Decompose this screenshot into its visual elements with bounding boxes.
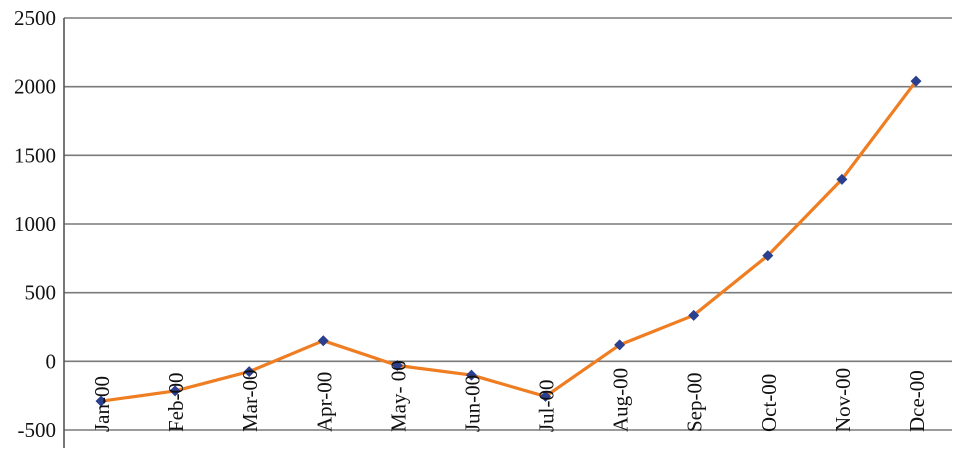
y-tick-label: 2000 <box>14 75 56 99</box>
y-tick-label: 1500 <box>14 143 56 167</box>
series-line <box>99 79 918 403</box>
series <box>99 79 918 403</box>
x-category-label: Aug-00 <box>609 368 633 432</box>
x-category-label: Jan-00 <box>90 376 114 432</box>
y-tick-label: -500 <box>18 418 57 442</box>
y-tick-label: 1000 <box>14 212 56 236</box>
y-tick-labels: 2500 2000 1500 1000 500 0 -500 <box>14 6 56 442</box>
data-point-marker <box>391 359 403 371</box>
x-category-label: Dce-00 <box>905 370 929 432</box>
data-point-marker <box>688 309 700 321</box>
x-category-labels: Jan-00 Feb-00 Mar-00 Apr-00 May- 00 Jun-… <box>90 360 929 432</box>
data-markers <box>95 75 922 407</box>
x-category-label: Nov-00 <box>831 368 855 432</box>
data-point-marker <box>836 173 848 185</box>
data-point-marker <box>317 335 329 347</box>
x-category-label: May- 00 <box>386 360 410 432</box>
x-category-label: Jul-00 <box>535 380 559 433</box>
data-point-marker <box>95 395 107 407</box>
data-point-marker <box>540 390 552 402</box>
y-tick-label: 500 <box>25 281 57 305</box>
data-point-marker <box>465 369 477 381</box>
data-point-marker <box>169 385 181 397</box>
y-tick-label: 2500 <box>14 6 56 30</box>
x-category-label: Mar-00 <box>238 369 262 432</box>
data-point-marker <box>762 250 774 262</box>
y-tick-label: 0 <box>46 349 57 373</box>
x-category-label: Apr-00 <box>312 372 336 432</box>
data-point-marker <box>614 339 626 351</box>
x-category-label: Feb-00 <box>164 373 188 433</box>
gridlines <box>64 17 952 431</box>
x-category-label: Sep-00 <box>683 373 707 433</box>
data-point-marker <box>243 366 255 378</box>
x-category-label: Oct-00 <box>757 374 781 432</box>
x-category-label: Jun-00 <box>460 375 484 432</box>
data-point-marker <box>910 75 922 87</box>
